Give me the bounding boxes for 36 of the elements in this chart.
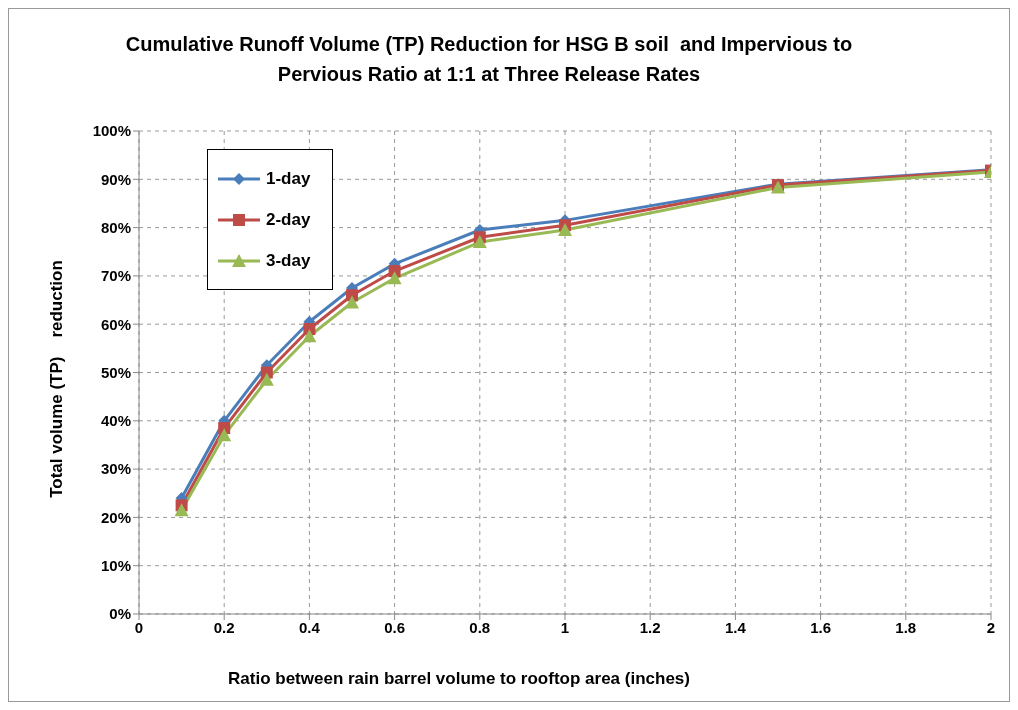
- point: [217, 428, 232, 442]
- y-tick-label: 50%: [100, 363, 131, 381]
- y-tick-label: 90%: [100, 170, 131, 188]
- x-tick-label: 0.4: [298, 618, 321, 636]
- x-tick-label: 1.6: [810, 618, 832, 636]
- chart-title: Cumulative Runoff Volume (TP) Reduction for HSG B soil and Impervious to Pervious Ratio at 1:1 at Three Release Rates: [124, 32, 854, 87]
- legend-label: 2-day: [266, 209, 311, 230]
- x-tick-label: 1.8: [895, 618, 917, 636]
- y-tick-label: 40%: [100, 412, 131, 430]
- y-tick-label: 100%: [92, 122, 131, 140]
- y-tick-label: 30%: [100, 460, 131, 478]
- y-tick-label: 20%: [100, 508, 131, 526]
- y-axis-title: Total volume (TP) reduction: [47, 260, 67, 498]
- x-tick-label: 0.6: [384, 618, 406, 636]
- x-axis-title: Ratio between rain barrel volume to rooftop area (inches): [227, 669, 691, 689]
- x-tick-label: 1: [560, 618, 570, 636]
- y-tick-label: 10%: [100, 557, 131, 575]
- point: [345, 295, 359, 309]
- point: [387, 271, 402, 285]
- y-tick-label: 0%: [109, 605, 131, 623]
- x-tick-label: 2: [986, 618, 996, 636]
- point: [259, 372, 274, 386]
- y-tick-label: 80%: [100, 218, 131, 236]
- legend-label: 1-day: [266, 168, 311, 189]
- x-tick-label: 1.4: [724, 618, 747, 636]
- x-tick-label: 0.8: [469, 618, 491, 636]
- x-tick-label: 1.2: [639, 618, 661, 636]
- point: [558, 223, 572, 237]
- point: [174, 503, 189, 517]
- y-tick-label: 60%: [100, 315, 131, 333]
- legend-label: 3-day: [266, 250, 311, 271]
- point: [472, 235, 487, 249]
- x-tick-label: 0: [134, 618, 144, 636]
- y-tick-label: 70%: [100, 267, 131, 285]
- point: [302, 329, 317, 343]
- x-tick-label: 0.2: [213, 618, 235, 636]
